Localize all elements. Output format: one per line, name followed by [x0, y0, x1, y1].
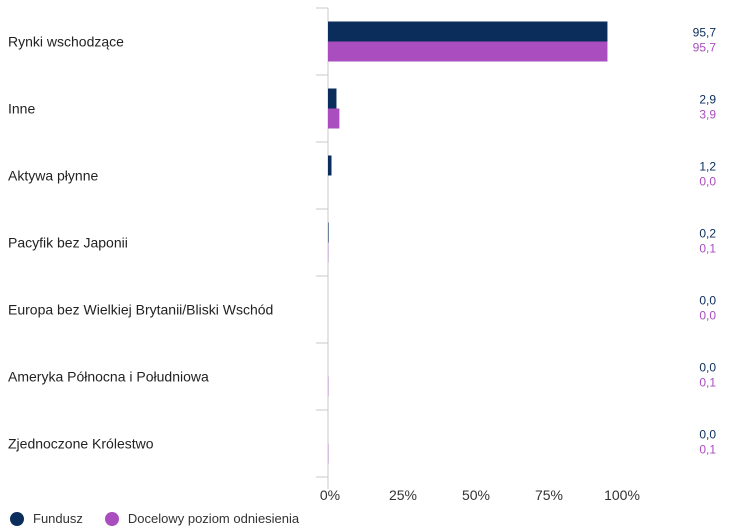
data-label: 0,0 — [699, 361, 716, 375]
data-label: 0,2 — [699, 227, 716, 241]
category-label: Ameryka Północna i Południowa — [8, 369, 209, 385]
data-label: 2,9 — [699, 93, 716, 107]
x-tick-label: 25% — [389, 487, 417, 503]
category-label: Aktywa płynne — [8, 168, 98, 184]
data-label: 0,1 — [699, 376, 716, 390]
category-label: Zjednoczone Królestwo — [8, 436, 154, 452]
legend-item-fundusz: Fundusz — [10, 511, 83, 526]
category-label: Europa bez Wielkiej Brytanii/Bliski Wsch… — [8, 302, 273, 318]
bar-chart: Rynki wschodzące 95,795,7 Inne 2,93,9 Aktywa… — [8, 7, 717, 503]
data-label: 0,0 — [699, 428, 716, 442]
data-label: 1,2 — [699, 160, 716, 174]
legend-item-benchmark: Docelowy poziom odniesienia — [104, 511, 300, 526]
category-label: Rynki wschodzące — [8, 34, 124, 50]
x-tick-label: 100% — [604, 487, 640, 503]
legend-swatch-fundusz — [10, 511, 24, 526]
category-label: Inne — [8, 101, 35, 117]
legend-label-fundusz: Fundusz — [33, 511, 83, 526]
data-label: 95,7 — [693, 41, 717, 55]
bar-fundusz — [328, 222, 329, 243]
bar-benchmark — [328, 108, 340, 129]
bar-fundusz — [328, 21, 608, 42]
x-tick-label: 0% — [320, 487, 340, 503]
legend-label-benchmark: Docelowy poziom odniesienia — [127, 511, 300, 526]
data-label: 0,0 — [699, 294, 716, 308]
bar-fundusz — [328, 88, 337, 109]
bar-benchmark — [328, 41, 608, 62]
data-label: 3,9 — [699, 108, 716, 122]
category-label: Pacyfik bez Japonii — [8, 235, 128, 251]
data-label: 0,0 — [699, 175, 716, 189]
x-tick-label: 50% — [462, 487, 490, 503]
data-label: 95,7 — [693, 26, 717, 40]
legend-swatch-benchmark — [104, 511, 119, 526]
data-label: 0,1 — [699, 242, 716, 256]
x-tick-label: 75% — [535, 487, 563, 503]
data-label: 0,1 — [699, 443, 716, 457]
legend: Fundusz Docelowy poziom odniesienia — [10, 511, 321, 526]
bar-fundusz — [328, 155, 332, 176]
data-label: 0,0 — [699, 309, 716, 323]
